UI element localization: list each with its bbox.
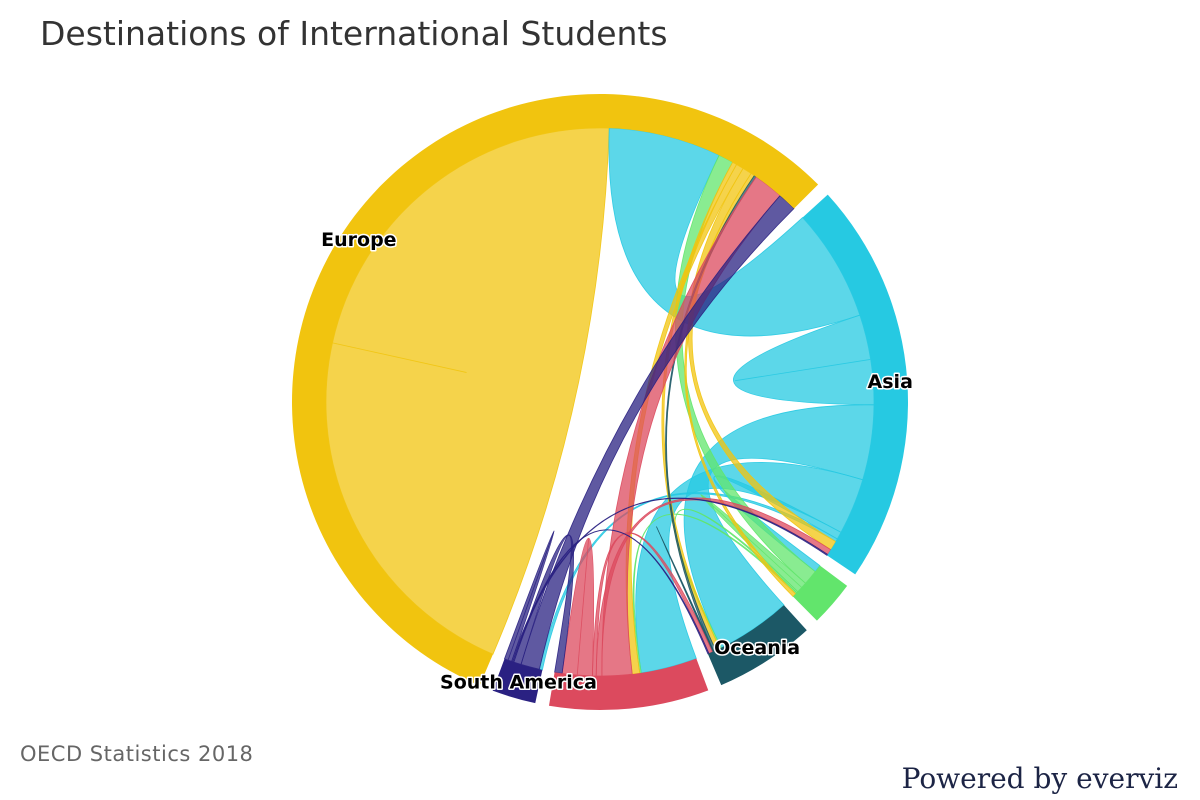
- node-asia[interactable]: [802, 194, 908, 575]
- link-asia-to-south-america[interactable]: [538, 492, 838, 671]
- node-label-south-america: South America: [440, 671, 597, 693]
- chart-title: Destinations of International Students: [40, 14, 668, 53]
- node-label-oceania: Oceania: [714, 637, 800, 659]
- chart-source: OECD Statistics 2018: [20, 742, 254, 766]
- link-south-america-to-north-america[interactable]: [513, 534, 575, 674]
- credits-link[interactable]: Powered by everviz: [901, 762, 1178, 795]
- link-south-america-to-asia[interactable]: [511, 497, 829, 663]
- node-oceania[interactable]: [707, 605, 807, 686]
- node-south-america[interactable]: [492, 658, 543, 704]
- node-label-asia: Asia: [868, 371, 913, 393]
- node-europe[interactable]: [291, 93, 819, 686]
- link-africa-to-europe[interactable]: [675, 154, 816, 584]
- node-label-europe: Europe: [321, 229, 396, 251]
- node-africa[interactable]: [792, 565, 848, 621]
- node-north-america[interactable]: [548, 658, 709, 710]
